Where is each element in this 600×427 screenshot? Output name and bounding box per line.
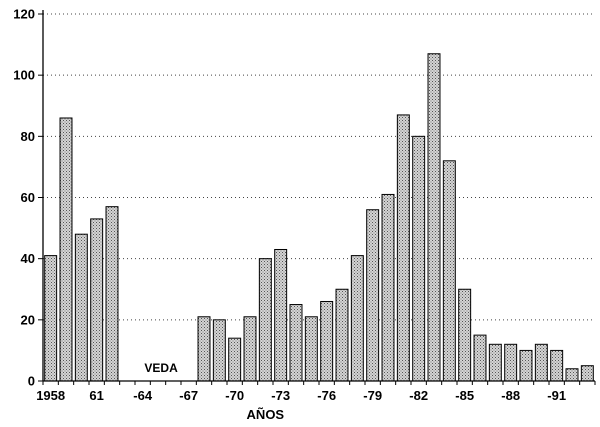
y-tick-label: 0 bbox=[28, 374, 35, 389]
bar-1973 bbox=[274, 248, 288, 382]
bar-1958 bbox=[44, 255, 58, 382]
bar-1975 bbox=[304, 316, 318, 382]
tick-labels: 0 20 40 60 80 100 120 1958 61 -64 -67 -70 -73 -76 -79 -… bbox=[13, 7, 566, 404]
gridlines bbox=[43, 13, 595, 321]
bar-1982 bbox=[412, 135, 426, 382]
y-tick-label: 20 bbox=[21, 312, 35, 327]
bar-1991 bbox=[550, 349, 564, 382]
bar-1981 bbox=[396, 114, 410, 382]
x-tick-label: -67 bbox=[179, 388, 198, 403]
x-tick-label: -79 bbox=[363, 388, 382, 403]
y-tick-label: 100 bbox=[13, 68, 35, 83]
bar-1978 bbox=[350, 255, 364, 382]
bar-1960 bbox=[74, 233, 88, 382]
x-tick-label: -73 bbox=[271, 388, 290, 403]
bar-1970 bbox=[228, 337, 242, 382]
bar-1979 bbox=[366, 209, 380, 382]
y-tick-label: 40 bbox=[21, 251, 35, 266]
bar-1980 bbox=[381, 193, 395, 382]
bar-1961 bbox=[90, 218, 104, 382]
bar-1989 bbox=[519, 349, 533, 382]
bar-1988 bbox=[504, 343, 518, 382]
y-tick-label: 120 bbox=[13, 7, 35, 22]
bar-1990 bbox=[534, 343, 548, 382]
bar-1971 bbox=[243, 316, 257, 382]
bar-1987 bbox=[488, 343, 502, 382]
x-tick-label: -64 bbox=[133, 388, 153, 403]
x-tick-label: -70 bbox=[225, 388, 244, 403]
bar-1968 bbox=[197, 316, 211, 382]
bar-1986 bbox=[473, 334, 487, 382]
x-tick-label: -85 bbox=[455, 388, 474, 403]
bar-1993 bbox=[580, 365, 594, 382]
bar-1985 bbox=[458, 288, 472, 382]
x-tick-label: 61 bbox=[89, 388, 103, 403]
bar-1969 bbox=[212, 319, 226, 382]
bar-1972 bbox=[258, 258, 272, 382]
x-tick-label: -88 bbox=[501, 388, 520, 403]
bar-1977 bbox=[335, 288, 349, 382]
y-tick-label: 80 bbox=[21, 129, 35, 144]
bar-1984 bbox=[442, 160, 456, 382]
x-axis-label: AÑOS bbox=[247, 407, 285, 422]
x-tick-label: -76 bbox=[317, 388, 336, 403]
bar-1976 bbox=[320, 300, 334, 382]
bar-1959 bbox=[59, 117, 73, 382]
bar-1992 bbox=[565, 368, 579, 382]
bars bbox=[44, 53, 594, 382]
bar-1974 bbox=[289, 304, 303, 382]
bar-1983 bbox=[427, 53, 441, 382]
x-tick-label: 1958 bbox=[36, 388, 65, 403]
axes bbox=[38, 10, 596, 385]
bar-1962 bbox=[105, 206, 119, 382]
y-tick-label: 60 bbox=[21, 190, 35, 205]
x-tick-label: -91 bbox=[547, 388, 566, 403]
x-tick-label: -82 bbox=[409, 388, 428, 403]
veda-annotation: VEDA bbox=[144, 361, 178, 375]
